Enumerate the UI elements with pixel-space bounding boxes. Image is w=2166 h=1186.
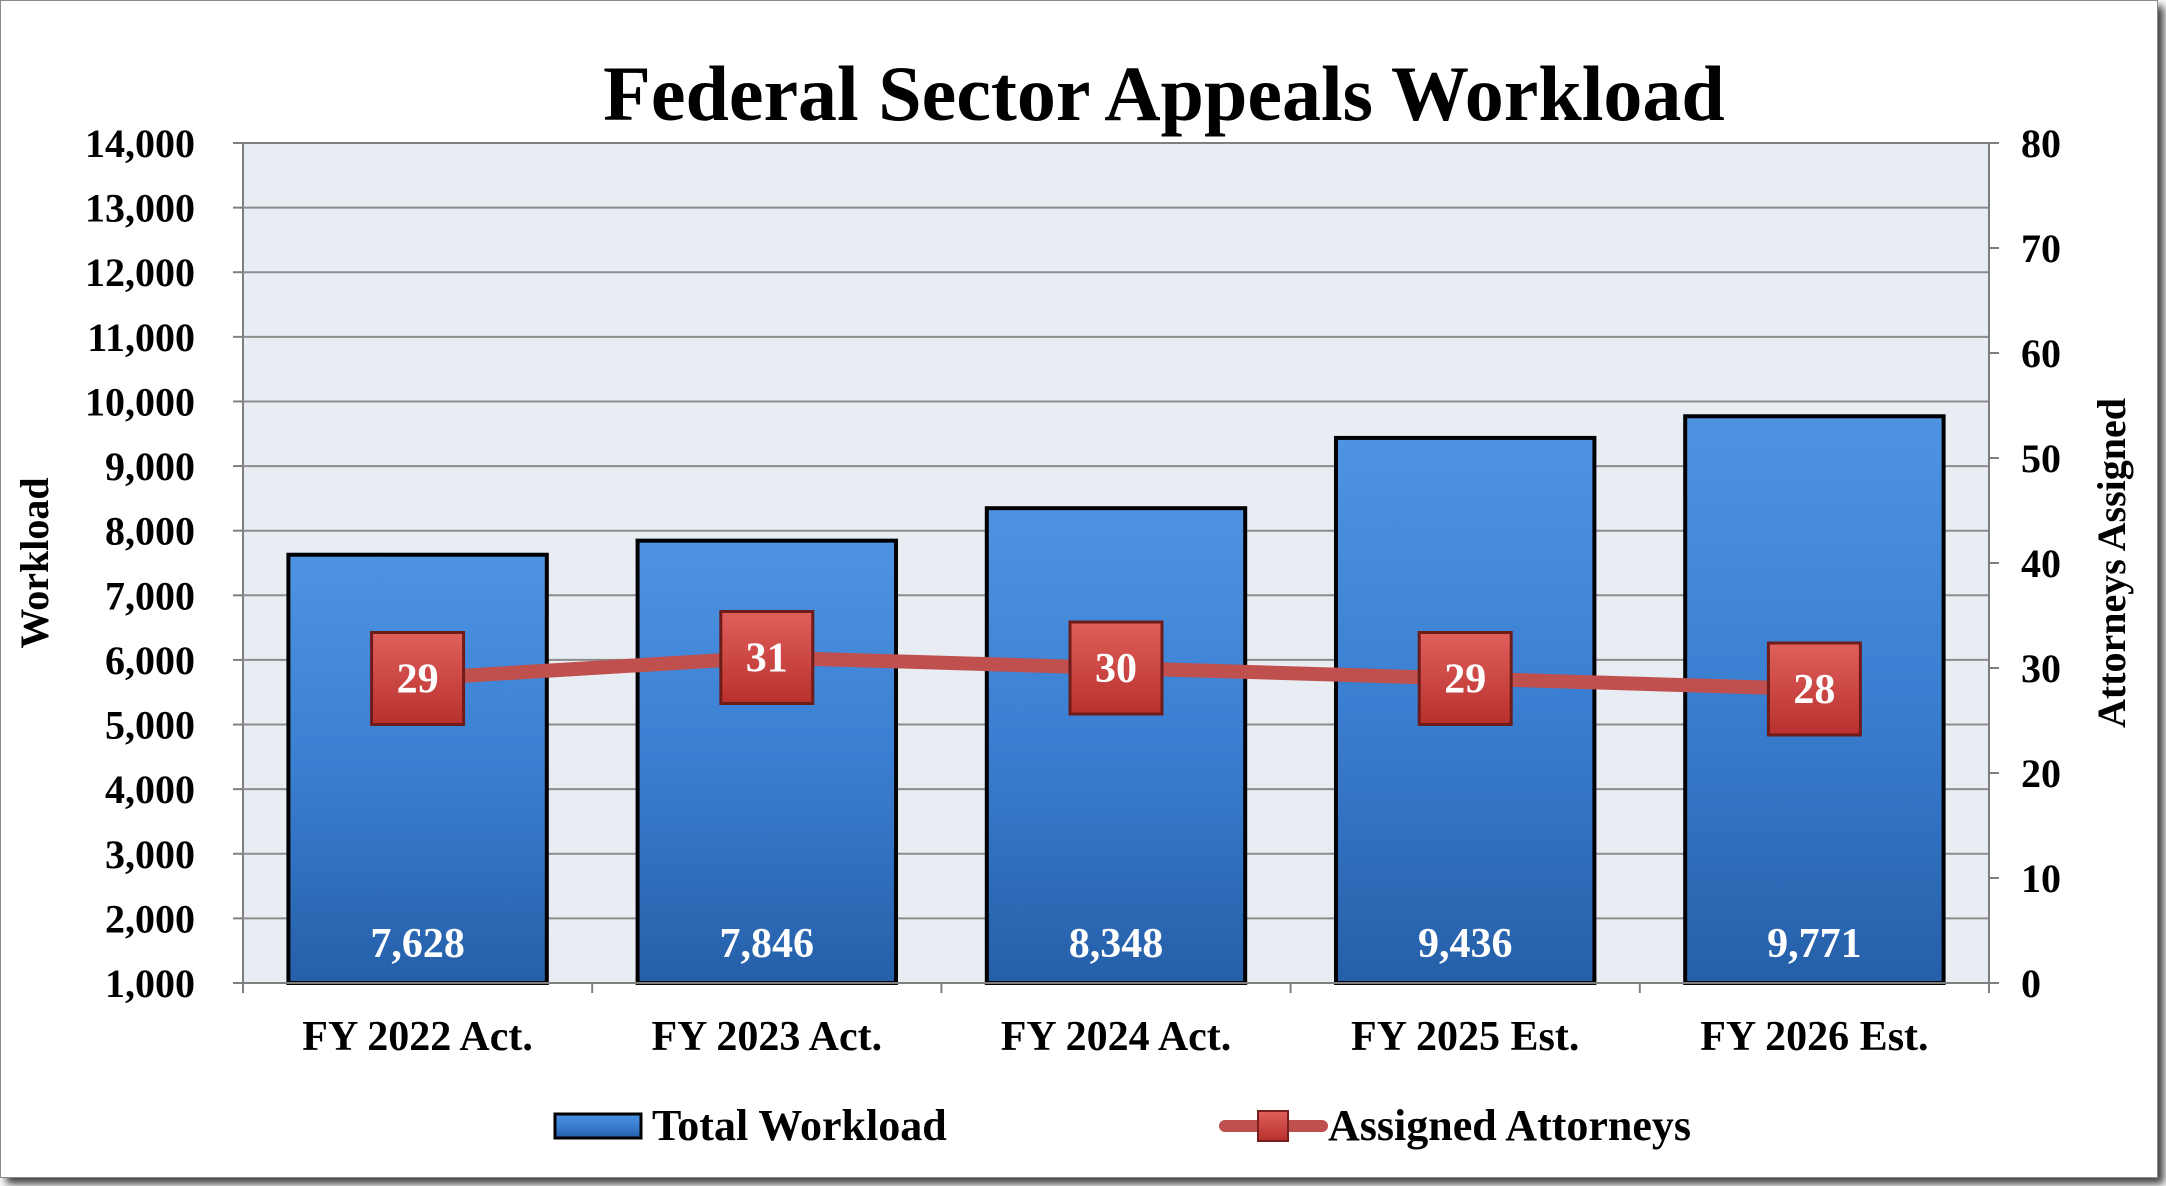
y-tick-label: 2,000 [105,896,195,941]
y-tick-label: 9,000 [105,444,195,489]
y2-tick-label: 20 [2021,751,2061,796]
y-tick-label: 14,000 [85,121,195,166]
bar [635,538,899,985]
x-tick-label: FY 2023 Act. [652,1014,883,1060]
attorneys-value-label: 29 [1444,657,1486,703]
chart-title: Federal Sector Appeals Workload [603,50,1725,137]
x-tick-label: FY 2022 Act. [302,1014,533,1060]
legend-label-attorneys: Assigned Attorneys [1328,1101,1691,1150]
y2-tick-label: 80 [2021,121,2061,166]
attorneys-value-label: 28 [1793,667,1835,713]
x-tick-label: FY 2024 Act. [1001,1014,1232,1060]
legend-label-workload: Total Workload [652,1101,947,1150]
bar [984,506,1248,985]
y-tick-label: 8,000 [105,509,195,554]
y-tick-label: 3,000 [105,832,195,877]
x-axis: FY 2022 Act. FY 2023 Act. FY 2024 Act. FY 2… [242,982,1990,1060]
y-tick-label: 6,000 [105,638,195,683]
y2-tick-label: 50 [2021,436,2061,481]
bar-value-label: 7,846 [720,921,815,967]
legend-swatch-workload [553,1112,643,1140]
legend: Total Workload Assigned Attorneys [553,1101,1691,1150]
attorneys-value-label: 30 [1095,646,1137,692]
y-tick-label: 12,000 [85,250,195,295]
y-axis-title: Workload [12,477,57,648]
y2-tick-label: 70 [2021,226,2061,271]
y2-axis-title: Attorneys Assigned [2089,398,2134,728]
attorneys-marker [1417,631,1513,726]
bar-value-label: 9,771 [1767,921,1862,967]
x-tick-label: FY 2025 Est. [1351,1014,1579,1060]
legend-marker-attorneys [1257,1110,1289,1142]
x-tick-label: FY 2026 Est. [1700,1014,1928,1060]
attorneys-value-label: 29 [397,657,439,703]
y-tick-label: 4,000 [105,767,195,812]
attorneys-value-label: 31 [746,636,788,682]
y-tick-label: 7,000 [105,573,195,618]
bar-value-label: 8,348 [1069,921,1164,967]
y-tick-label: 1,000 [105,961,195,1006]
y-tick-label: 11,000 [87,315,195,360]
y2-axis: 0 10 20 30 40 50 60 70 80 [1988,121,2061,1006]
attorneys-marker [1068,620,1164,716]
y-tick-label: 10,000 [85,379,195,424]
attorneys-marker [719,610,815,705]
y-tick-label: 5,000 [105,703,195,748]
y2-tick-label: 60 [2021,331,2061,376]
y2-tick-label: 0 [2021,961,2041,1006]
attorneys-marker [370,631,466,726]
bar [286,552,549,986]
y2-tick-label: 40 [2021,541,2061,586]
y-tick-label: 13,000 [85,186,195,231]
y-axis: 1,000 2,000 3,000 4,000 5,000 6,000 7,000 8,000… [85,121,243,1006]
attorneys-marker [1766,641,1862,737]
bar-value-label: 7,628 [370,921,465,967]
line-series: 29 31 30 29 28 [370,610,1862,737]
bar-value-label: 9,436 [1418,921,1513,967]
y2-tick-label: 10 [2021,856,2061,901]
y2-tick-label: 30 [2021,646,2061,691]
